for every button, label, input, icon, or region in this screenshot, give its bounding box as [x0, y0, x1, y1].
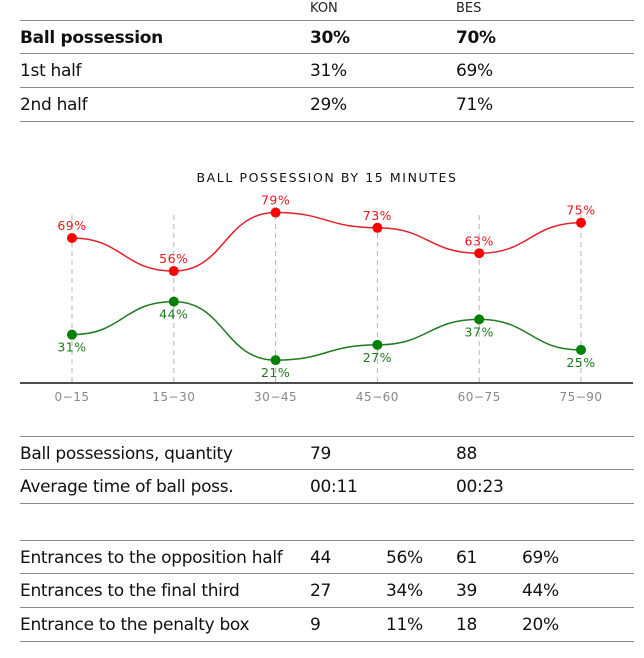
bes-value: 61 — [456, 548, 478, 568]
bes-data-point — [576, 217, 586, 228]
kon-value: 44 — [310, 548, 332, 568]
bes-data-label: 75% — [566, 203, 595, 218]
x-tick-label: 15−30 — [152, 390, 195, 404]
table-row: Entrance to the penalty box 9 11% 18 20% — [20, 608, 634, 642]
kon-percent: 56% — [386, 548, 423, 568]
bes-value: 18 — [456, 615, 478, 635]
bes-data-label: 69% — [57, 218, 86, 233]
bes-data-label: 73% — [363, 208, 392, 223]
bes-value: 69% — [456, 61, 493, 81]
kon-value: 31% — [310, 61, 347, 81]
x-tick-label: 30−45 — [254, 390, 297, 404]
row-label: Ball possessions, quantity — [20, 444, 233, 464]
x-tick-label: 45−60 — [356, 390, 399, 404]
kon-data-point — [270, 355, 281, 366]
row-label: Entrance to the penalty box — [20, 615, 250, 635]
row-label: 1st half — [20, 61, 82, 81]
kon-value: 00:11 — [310, 477, 358, 497]
kon-value: 79 — [310, 444, 332, 464]
table-row: Entrances to the opposition half 44 56% … — [20, 540, 634, 574]
kon-data-point — [576, 344, 586, 355]
kon-data-point — [372, 339, 383, 350]
table-row: Entrances to the final third 27 34% 39 4… — [20, 574, 634, 608]
kon-data-point — [67, 329, 77, 340]
row-label: Entrances to the final third — [20, 581, 240, 601]
bes-data-point — [372, 222, 383, 233]
bes-data-point — [270, 207, 281, 218]
kon-data-label: 25% — [566, 355, 595, 370]
bes-data-label: 56% — [159, 251, 188, 266]
row-label: 2nd half — [20, 95, 88, 115]
kon-series-line — [71, 300, 582, 361]
kon-data-label: 37% — [465, 324, 494, 339]
kon-data-label: 21% — [261, 365, 290, 380]
table-row: 1st half 31% 69% — [20, 54, 634, 88]
kon-value: 9 — [310, 615, 321, 635]
bes-data-point — [168, 266, 179, 277]
kon-percent: 34% — [386, 581, 423, 601]
x-tick-label: 0−15 — [55, 390, 90, 404]
kon-value: 27 — [310, 581, 332, 601]
table-row: Average time of ball poss. 00:11 00:23 — [20, 470, 634, 504]
bes-series-line — [71, 211, 582, 272]
row-label: Ball possession — [20, 28, 163, 48]
team-b-header: BES — [456, 1, 482, 16]
bes-value: 00:23 — [456, 477, 504, 497]
bes-value: 39 — [456, 581, 478, 601]
x-tick-label: 75−90 — [559, 390, 602, 404]
row-label: Entrances to the opposition half — [20, 548, 283, 568]
kon-data-label: 27% — [363, 350, 392, 365]
bes-data-label: 63% — [465, 233, 494, 248]
bes-data-point — [474, 248, 485, 259]
x-tick-label: 60−75 — [458, 390, 501, 404]
chart-title: BALL POSSESSION BY 15 MINUTES — [196, 170, 457, 185]
quantity-table: Ball possessions, quantity 79 88 Average… — [20, 436, 634, 504]
bes-percent: 20% — [522, 615, 559, 635]
possession-by-15-minutes-chart: BALL POSSESSION BY 15 MINUTES 0−15 15−30 3… — [20, 170, 633, 404]
kon-data-label: 44% — [159, 307, 188, 322]
table-row: 2nd half 29% 71% — [20, 88, 634, 122]
bes-data-label: 79% — [261, 193, 290, 208]
bes-value: 71% — [456, 95, 493, 115]
kon-value: 30% — [310, 28, 350, 48]
table-row: Ball possessions, quantity 79 88 — [20, 436, 634, 470]
team-a-header: KON — [310, 1, 338, 16]
bes-value: 88 — [456, 444, 478, 464]
kon-percent: 11% — [386, 615, 423, 635]
entrances-table: Entrances to the opposition half 44 56% … — [20, 540, 634, 642]
bes-data-point — [67, 232, 77, 243]
kon-data-point — [474, 314, 485, 325]
table-row: Ball possession 30% 70% — [20, 20, 634, 54]
bes-value: 70% — [456, 28, 496, 48]
bes-percent: 44% — [522, 581, 559, 601]
kon-data-label: 31% — [57, 340, 86, 355]
bes-percent: 69% — [522, 548, 559, 568]
kon-data-point — [168, 296, 179, 307]
row-label: Average time of ball poss. — [20, 477, 234, 497]
kon-value: 29% — [310, 95, 347, 115]
